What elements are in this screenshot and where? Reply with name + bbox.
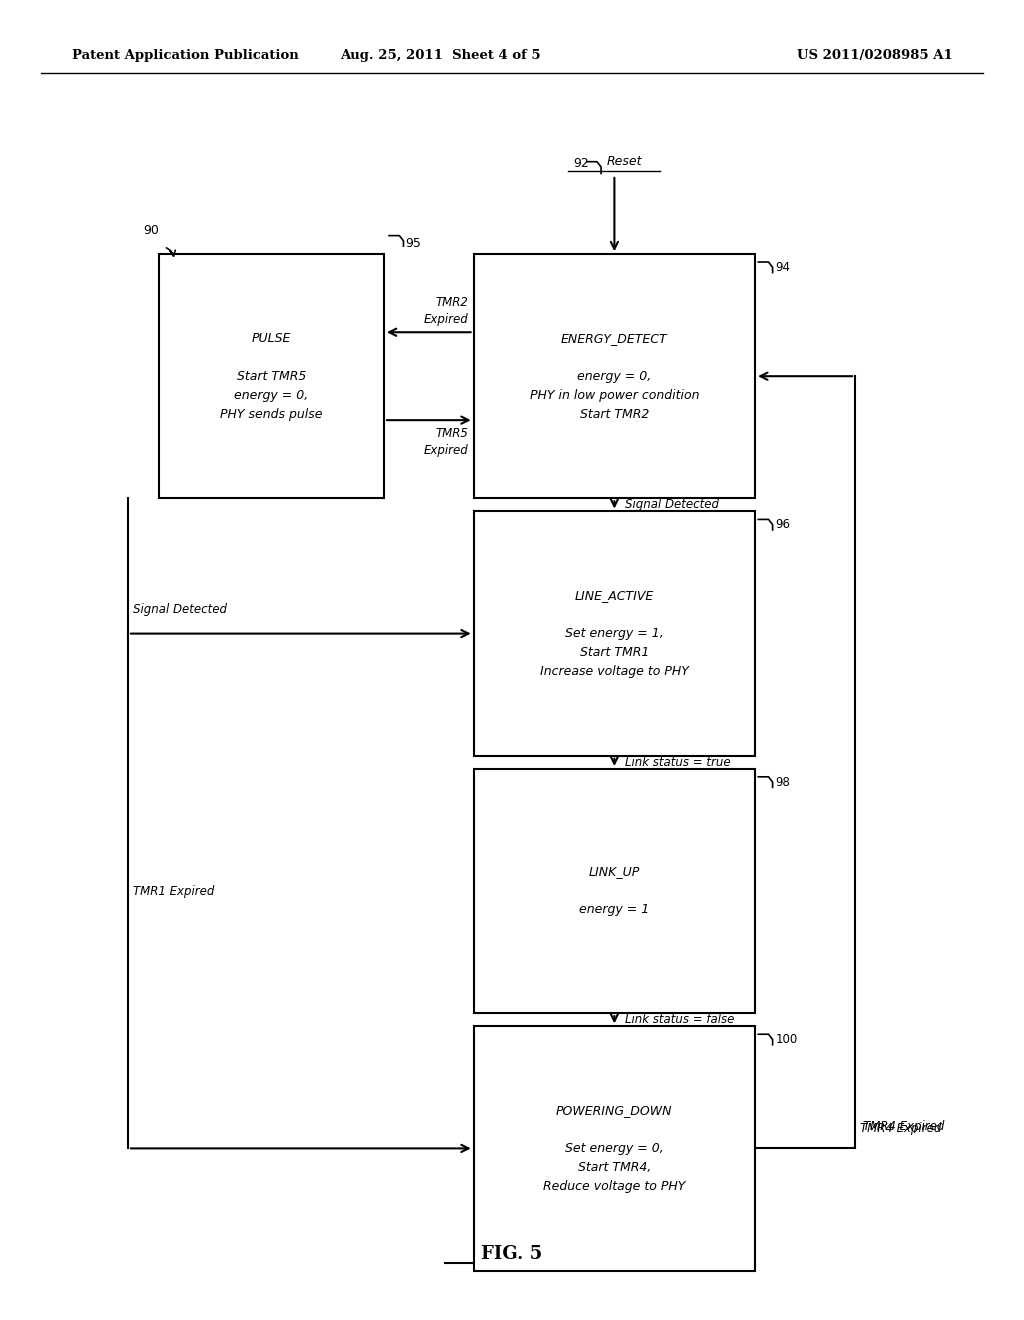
- Text: ENERGY_DETECT

energy = 0,
PHY in low power condition
Start TMR2: ENERGY_DETECT energy = 0, PHY in low pow…: [529, 331, 699, 421]
- Text: LINE_ACTIVE

Set energy = 1,
Start TMR1
Increase voltage to PHY: LINE_ACTIVE Set energy = 1, Start TMR1 I…: [540, 589, 689, 678]
- FancyBboxPatch shape: [159, 255, 384, 499]
- Text: Patent Application Publication: Patent Application Publication: [72, 49, 298, 62]
- Text: Link status = true: Link status = true: [625, 756, 730, 768]
- Text: PULSE

Start TMR5
energy = 0,
PHY sends pulse: PULSE Start TMR5 energy = 0, PHY sends p…: [220, 331, 323, 421]
- Text: Link status = false: Link status = false: [625, 1014, 734, 1026]
- Text: 94: 94: [776, 261, 791, 273]
- Text: LINK_UP

energy = 1: LINK_UP energy = 1: [580, 866, 649, 916]
- Text: POWERING_DOWN

Set energy = 0,
Start TMR4,
Reduce voltage to PHY: POWERING_DOWN Set energy = 0, Start TMR4…: [543, 1104, 686, 1193]
- Text: Signal Detected: Signal Detected: [625, 499, 719, 511]
- Text: Reset: Reset: [607, 156, 642, 169]
- Text: TMR4 Expired: TMR4 Expired: [863, 1119, 944, 1133]
- FancyBboxPatch shape: [473, 768, 756, 1014]
- Text: 100: 100: [776, 1034, 798, 1045]
- FancyBboxPatch shape: [473, 1027, 756, 1270]
- Text: 96: 96: [776, 519, 791, 531]
- Text: US 2011/0208985 A1: US 2011/0208985 A1: [797, 49, 952, 62]
- Text: FIG. 5: FIG. 5: [481, 1245, 543, 1263]
- FancyBboxPatch shape: [473, 511, 756, 755]
- Text: 98: 98: [776, 776, 791, 788]
- Text: TMR2
Expired: TMR2 Expired: [424, 296, 468, 326]
- Text: TMR5
Expired: TMR5 Expired: [424, 426, 468, 457]
- Text: TMR1 Expired: TMR1 Expired: [133, 884, 214, 898]
- Text: TMR4 Expired: TMR4 Expired: [860, 1122, 941, 1135]
- Text: Aug. 25, 2011  Sheet 4 of 5: Aug. 25, 2011 Sheet 4 of 5: [340, 49, 541, 62]
- Text: Signal Detected: Signal Detected: [133, 603, 227, 616]
- Text: 90: 90: [142, 224, 159, 238]
- Text: 92: 92: [573, 157, 589, 170]
- FancyBboxPatch shape: [473, 255, 756, 499]
- Text: 95: 95: [406, 238, 422, 249]
